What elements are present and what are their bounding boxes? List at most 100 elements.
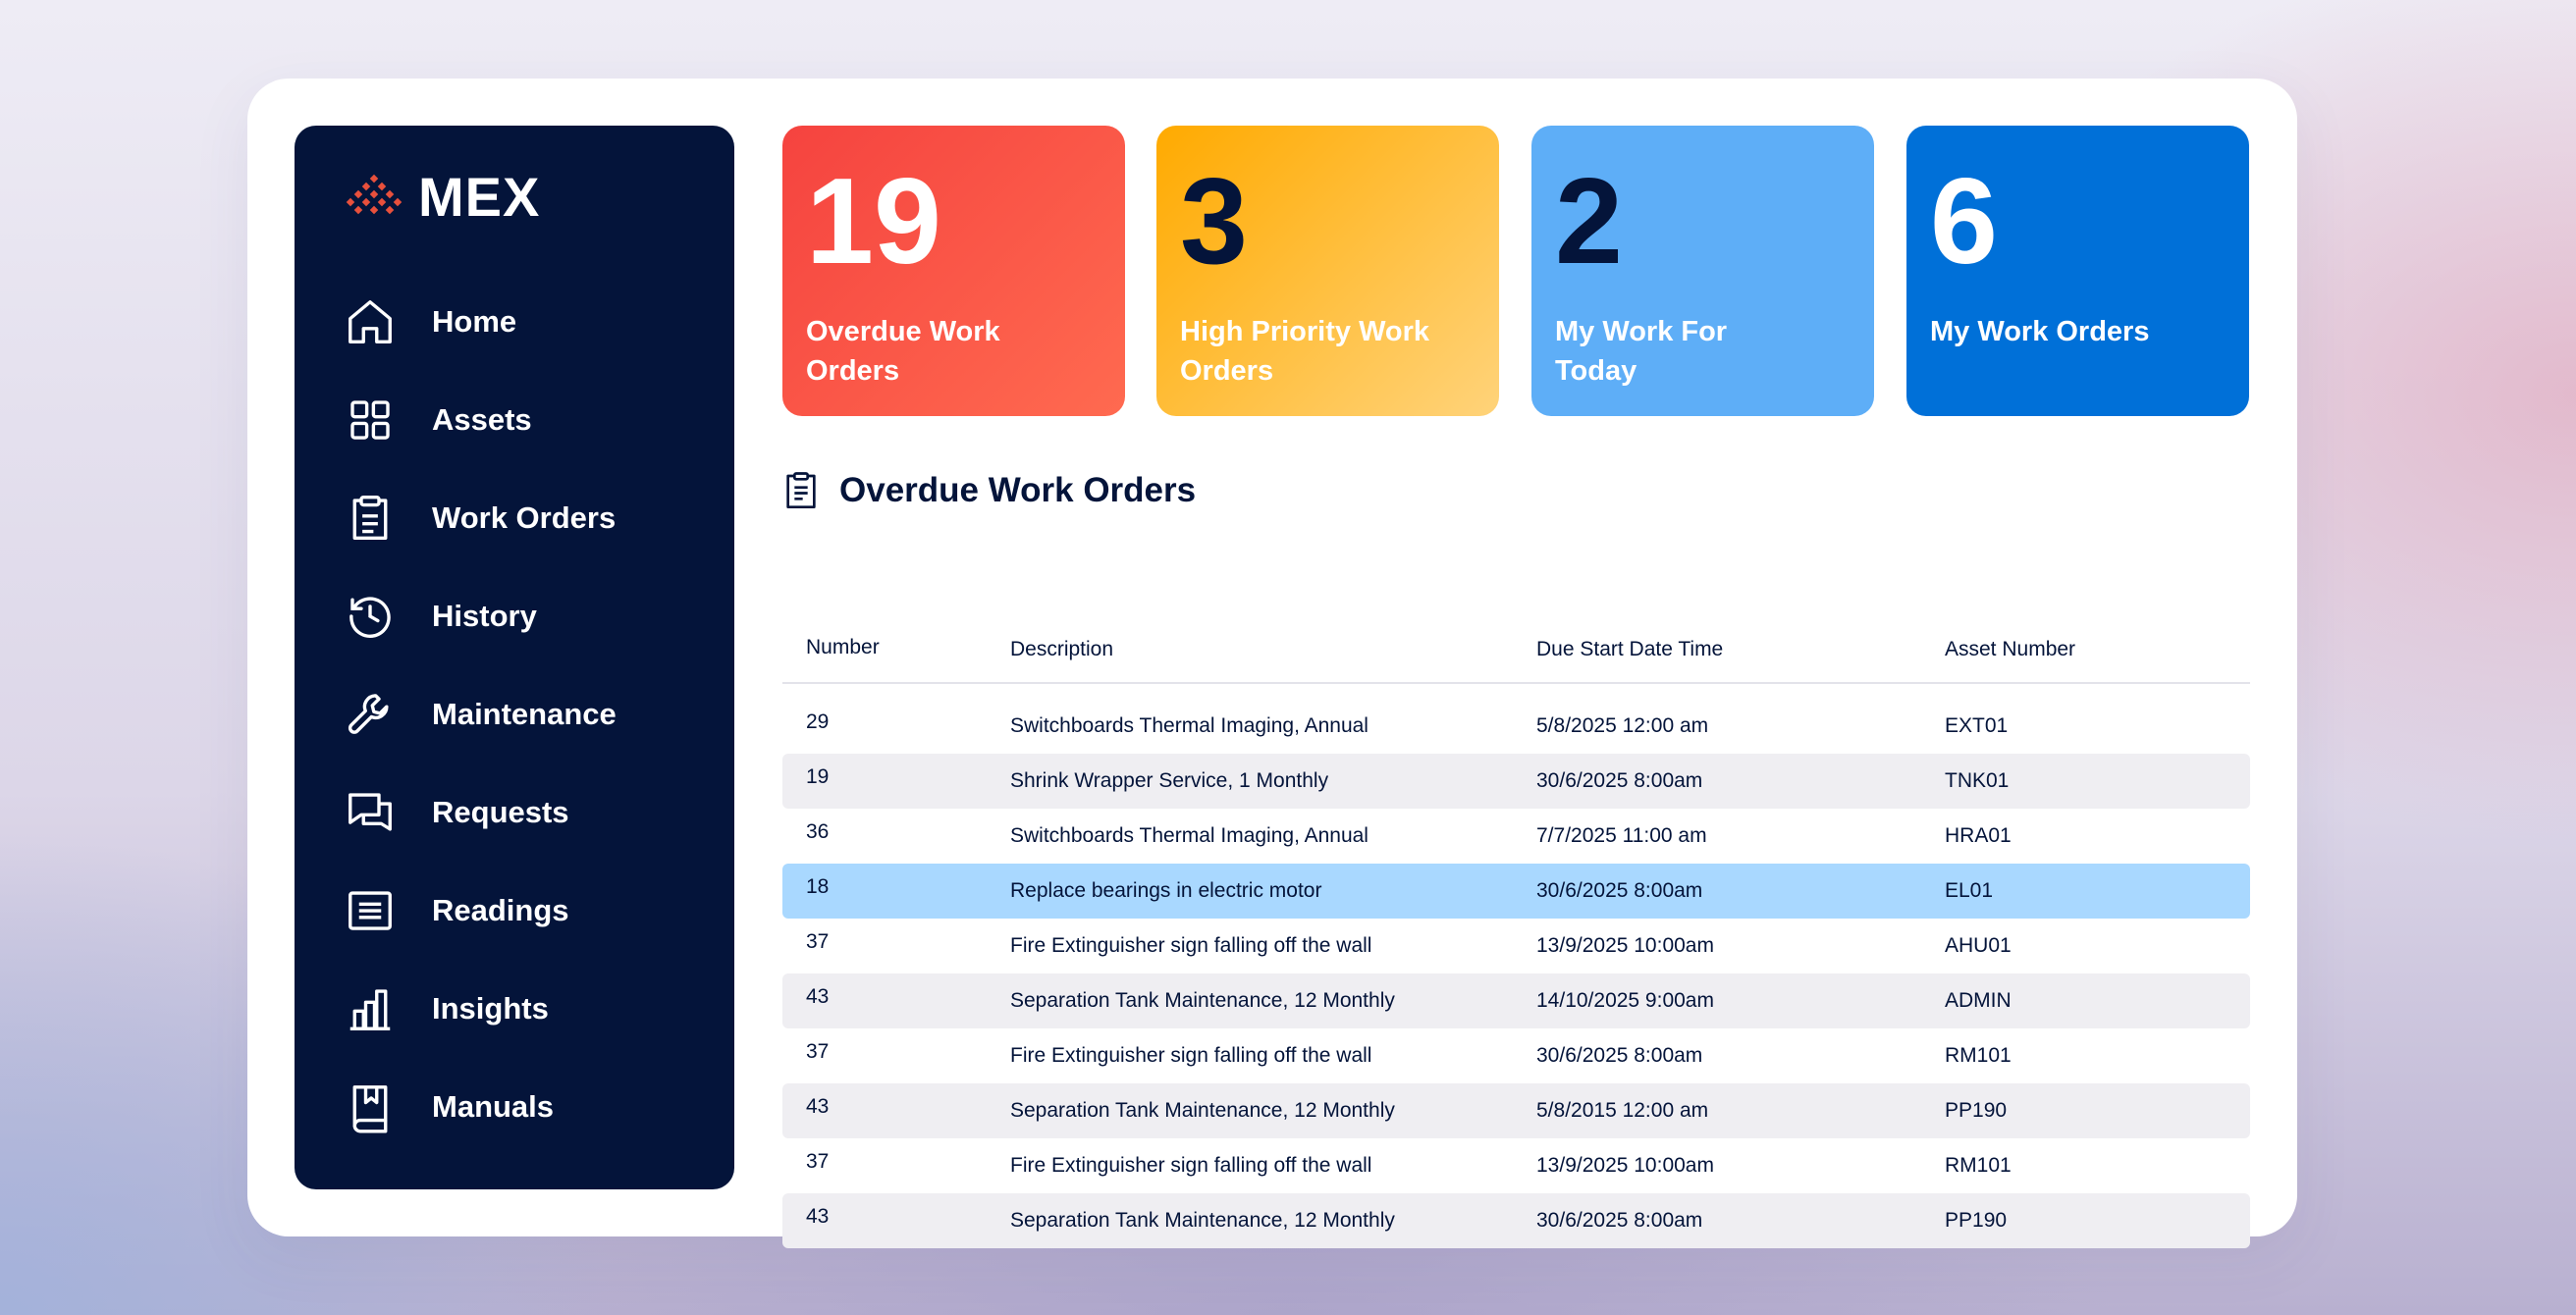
cell-description: Fire Extinguisher sign falling off the w… [1010, 934, 1372, 957]
mex-logo-icon [346, 174, 402, 215]
sidebar-item-requests[interactable]: Requests [344, 763, 717, 862]
cell-number: 37 [806, 1150, 830, 1173]
cell-asset-number: RM101 [1945, 1044, 2012, 1067]
sidebar-item-maintenance[interactable]: Maintenance [344, 665, 717, 763]
sidebar: MEX Home Assets Work Orders [295, 126, 734, 1189]
cell-due-start: 30/6/2025 8:00am [1536, 879, 1703, 902]
cell-number: 37 [806, 930, 830, 953]
cell-number: 36 [806, 820, 830, 843]
clipboard-icon [786, 472, 816, 508]
cell-asset-number: HRA01 [1945, 824, 2012, 847]
logo-text: MEX [418, 165, 541, 228]
cell-number: 19 [806, 765, 830, 788]
sidebar-nav: Home Assets Work Orders History [344, 273, 717, 1156]
sidebar-item-insights[interactable]: Insights [344, 960, 717, 1058]
column-header-asset-number[interactable]: Asset Number [1945, 638, 2076, 660]
sidebar-item-label: Requests [432, 795, 569, 829]
cell-due-start: 13/9/2025 10:00am [1536, 1154, 1714, 1177]
cell-due-start: 30/6/2025 8:00am [1536, 1209, 1703, 1232]
table-row[interactable]: 43 Separation Tank Maintenance, 12 Monthl… [782, 1083, 2250, 1138]
chat-icon [344, 786, 397, 839]
summary-cards: 19 Overdue Work Orders 3 High Priority W… [782, 126, 2250, 416]
column-header-description[interactable]: Description [1010, 638, 1114, 660]
sidebar-item-label: Maintenance [432, 697, 617, 731]
stat-value: 19 [806, 154, 941, 289]
cell-number: 29 [806, 710, 830, 733]
history-icon [344, 590, 397, 643]
book-icon [344, 1080, 397, 1133]
table-row[interactable]: 37 Fire Extinguisher sign falling off the… [782, 1028, 2250, 1083]
table-row[interactable]: 36 Switchboards Thermal Imaging, Annual 7/… [782, 809, 2250, 864]
cell-description: Switchboards Thermal Imaging, Annual [1010, 824, 1368, 847]
sidebar-item-assets[interactable]: Assets [344, 371, 717, 469]
cell-description: Fire Extinguisher sign falling off the w… [1010, 1044, 1372, 1067]
wrench-icon [344, 688, 397, 741]
cell-description: Separation Tank Maintenance, 12 Monthly [1010, 1209, 1395, 1232]
list-icon [344, 884, 397, 937]
cell-number: 37 [806, 1040, 830, 1063]
cell-asset-number: PP190 [1945, 1209, 2008, 1232]
cell-due-start: 5/8/2015 12:00 am [1536, 1099, 1709, 1122]
cell-asset-number: RM101 [1945, 1154, 2012, 1177]
stat-label: My Work Orders [1930, 316, 2150, 347]
sidebar-item-label: Insights [432, 991, 549, 1026]
cell-description: Separation Tank Maintenance, 12 Monthly [1010, 989, 1395, 1012]
stat-value: 6 [1930, 154, 1998, 289]
cell-number: 43 [806, 1205, 830, 1228]
clipboard-icon [344, 492, 397, 545]
cell-asset-number: EXT01 [1945, 714, 2009, 737]
section-title: Overdue Work Orders [839, 471, 1197, 509]
table-row[interactable]: 43 Separation Tank Maintenance, 12 Monthl… [782, 973, 2250, 1028]
dashboard-window: MEX Home Assets Work Orders [247, 79, 2297, 1248]
cell-due-start: 13/9/2025 10:00am [1536, 934, 1714, 957]
cell-due-start: 5/8/2025 12:00 am [1536, 714, 1709, 737]
section-heading: Overdue Work Orders [784, 461, 1196, 520]
cell-description: Separation Tank Maintenance, 12 Monthly [1010, 1099, 1395, 1122]
cell-description: Shrink Wrapper Service, 1 Monthly [1010, 769, 1329, 792]
bar-chart-icon [344, 982, 397, 1035]
sidebar-item-label: Home [432, 304, 517, 339]
cell-asset-number: TNK01 [1945, 769, 2010, 792]
sidebar-item-label: Work Orders [432, 500, 617, 535]
cell-number: 18 [806, 875, 830, 898]
sidebar-item-label: History [432, 599, 537, 633]
column-header-due-start[interactable]: Due Start Date Time [1536, 638, 1724, 660]
cell-asset-number: PP190 [1945, 1099, 2008, 1122]
stat-value: 2 [1555, 154, 1623, 289]
cell-number: 43 [806, 1095, 830, 1118]
overdue-work-orders-card[interactable]: 19 Overdue Work Orders [782, 126, 1125, 416]
sidebar-item-history[interactable]: History [344, 567, 717, 665]
cell-description: Fire Extinguisher sign falling off the w… [1010, 1154, 1372, 1177]
high-priority-work-orders-card[interactable]: 3 High Priority Work Orders [1156, 126, 1499, 416]
sidebar-item-label: Manuals [432, 1089, 555, 1124]
home-icon [344, 295, 397, 348]
sidebar-item-label: Assets [432, 402, 532, 437]
stat-label: My Work For Today [1555, 316, 1728, 387]
table-row[interactable]: 37 Fire Extinguisher sign falling off the… [782, 1138, 2250, 1193]
table-row[interactable]: 29 Switchboards Thermal Imaging, Annual 5/… [782, 699, 2250, 754]
sidebar-item-readings[interactable]: Readings [344, 862, 717, 960]
cell-description: Switchboards Thermal Imaging, Annual [1010, 714, 1368, 737]
table-row[interactable]: 19 Shrink Wrapper Service, 1 Monthly 30/6/… [782, 754, 2250, 809]
stat-label: Overdue Work Orders [806, 316, 1000, 387]
table-row[interactable]: 37 Fire Extinguisher sign falling off the… [782, 919, 2250, 973]
table-body: 29 Switchboards Thermal Imaging, Annual 5/… [782, 699, 2250, 1256]
stat-value: 3 [1180, 154, 1248, 289]
logo[interactable]: MEX [344, 165, 541, 228]
sidebar-item-work-orders[interactable]: Work Orders [344, 469, 717, 567]
cell-description: Replace bearings in electric motor [1010, 879, 1322, 902]
cell-asset-number: ADMIN [1945, 989, 2012, 1012]
sidebar-item-home[interactable]: Home [344, 273, 717, 371]
table-header: Number Description Due Start Date Time A… [782, 608, 2250, 684]
table-row-selected[interactable]: 18 Replace bearings in electric motor 30/6… [782, 864, 2250, 919]
cell-due-start: 30/6/2025 8:00am [1536, 769, 1703, 792]
column-header-number[interactable]: Number [806, 636, 880, 658]
grid-icon [344, 394, 397, 447]
cell-number: 43 [806, 985, 830, 1008]
sidebar-item-manuals[interactable]: Manuals [344, 1058, 717, 1156]
sidebar-item-label: Readings [432, 893, 569, 927]
my-work-orders-card[interactable]: 6 My Work Orders [1906, 126, 2249, 416]
my-work-for-today-card[interactable]: 2 My Work For Today [1531, 126, 1874, 416]
table-row[interactable]: 43 Separation Tank Maintenance, 12 Monthl… [782, 1193, 2250, 1248]
overdue-work-orders-table: Number Description Due Start Date Time A… [782, 608, 2250, 1248]
